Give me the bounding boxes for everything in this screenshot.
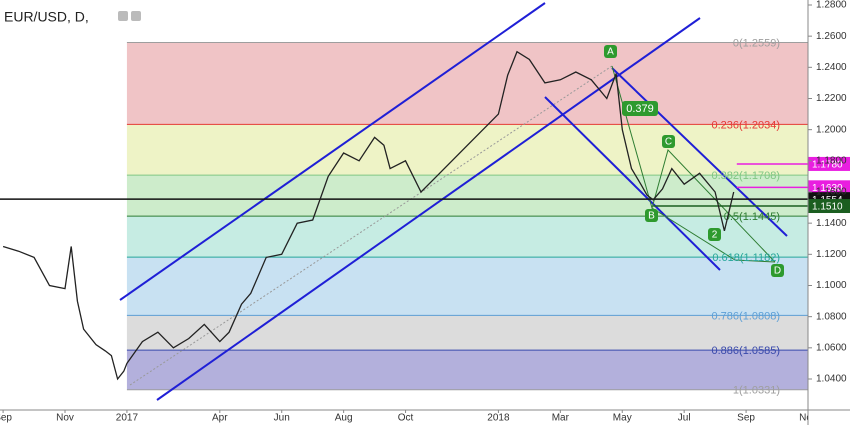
fib-zone	[126, 42, 808, 125]
y-tick-label: 1.1400	[816, 218, 847, 229]
y-tick-label: 1.2800	[816, 0, 847, 11]
y-tick-label: 1.2600	[816, 31, 847, 42]
fib-label: 0.786(1.0808)	[712, 310, 781, 322]
channel-lower	[156, 17, 701, 401]
fib-label: 0.5(1.1445)	[724, 211, 780, 223]
x-tick-label: Apr	[212, 413, 228, 424]
y-tick-label: 1.1600	[816, 187, 847, 198]
ratio-badge	[622, 101, 658, 116]
pattern-lines	[651, 207, 776, 263]
y-tick-label: 1.1800	[816, 155, 847, 166]
fib-zone	[126, 216, 808, 258]
pattern-badge	[662, 135, 675, 148]
fib-label: 0.382(1.1708)	[712, 170, 781, 182]
x-tick-label: Oct	[398, 413, 414, 424]
fib-label: 0(1.2559)	[733, 37, 780, 49]
fib-zone	[126, 350, 808, 390]
fib-zone	[126, 257, 808, 316]
close-icon[interactable]	[131, 11, 141, 21]
x-tick-label: Nov	[799, 413, 817, 424]
channel-down-lower	[544, 96, 721, 271]
y-tick-label: 1.2400	[816, 62, 847, 73]
pattern-label: D	[774, 266, 781, 277]
price-line-series	[2, 50, 735, 381]
y-tick-label: 1.0600	[816, 342, 847, 353]
channel-upper	[119, 2, 546, 301]
x-tick-label: 2017	[116, 413, 139, 424]
price-tag-label: 1.1630	[812, 183, 843, 194]
price-tag	[808, 180, 850, 195]
y-tick-label: 1.2000	[816, 124, 847, 135]
x-tick-label: Sep	[737, 413, 755, 424]
y-tick-label: 1.0800	[816, 311, 847, 322]
x-tick-label: Sep	[0, 413, 12, 424]
price-tag	[808, 156, 850, 171]
x-tick-label: 2018	[487, 413, 510, 424]
pattern-badge	[604, 45, 617, 58]
pattern-badge	[708, 228, 721, 241]
x-tick-label: May	[613, 413, 632, 424]
x-tick-label: Mar	[552, 413, 570, 424]
price-tag-label: 1.1780	[812, 160, 843, 171]
pattern-label: 2	[712, 230, 718, 241]
y-tick-label: 1.0400	[816, 374, 847, 385]
fib-label: 1(1.0331)	[733, 385, 780, 397]
title-bg	[0, 6, 115, 28]
price-tag	[808, 199, 850, 214]
fib-label: 0.618(1.1182)	[712, 252, 780, 264]
ratio-label: 0.379	[626, 103, 654, 115]
y-tick-label: 1.1000	[816, 280, 847, 291]
fib-zone	[126, 315, 808, 351]
fib-label: 0.236(1.2034)	[712, 119, 781, 131]
x-tick-label: Jul	[678, 413, 691, 424]
pattern-label: B	[648, 211, 655, 222]
pattern-label: C	[665, 137, 672, 148]
price-tag-label: 1.1510	[812, 202, 843, 213]
symbol-title: EUR/USD, D,	[4, 9, 89, 25]
y-tick-label: 1.1200	[816, 249, 847, 260]
settings-icon[interactable]	[118, 11, 128, 21]
pattern-label: A	[607, 47, 614, 58]
x-tick-label: Nov	[56, 413, 74, 424]
fib-label: 0.886(1.0585)	[712, 345, 781, 357]
x-tick-label: Jun	[274, 413, 290, 424]
x-tick-label: Aug	[335, 413, 353, 424]
channel-down-upper	[611, 67, 788, 237]
y-tick-label: 1.2200	[816, 93, 847, 104]
fib-zone	[126, 124, 808, 176]
pattern-badge	[771, 264, 784, 277]
pattern-badge	[645, 209, 658, 222]
